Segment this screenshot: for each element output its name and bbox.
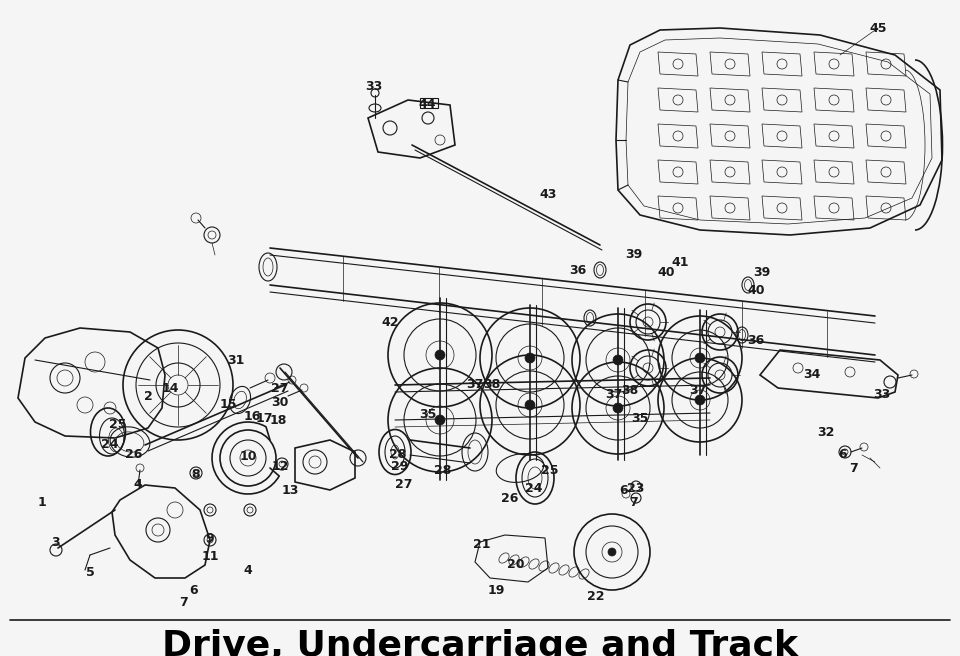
Text: 40: 40 bbox=[658, 266, 675, 279]
Text: 10: 10 bbox=[239, 449, 256, 462]
Text: 28: 28 bbox=[390, 447, 407, 461]
Text: 15: 15 bbox=[219, 398, 237, 411]
Text: 3: 3 bbox=[51, 537, 60, 550]
Text: 35: 35 bbox=[632, 411, 649, 424]
Text: 18: 18 bbox=[270, 413, 287, 426]
Text: 5: 5 bbox=[85, 565, 94, 579]
Circle shape bbox=[608, 548, 616, 556]
Text: 22: 22 bbox=[588, 590, 605, 602]
Text: 41: 41 bbox=[671, 255, 688, 268]
Text: 39: 39 bbox=[625, 249, 642, 262]
Text: 7: 7 bbox=[849, 462, 857, 474]
Text: 36: 36 bbox=[748, 333, 764, 346]
Text: 24: 24 bbox=[101, 438, 119, 451]
Text: 23: 23 bbox=[627, 482, 645, 495]
Text: 28: 28 bbox=[434, 464, 452, 476]
Text: 12: 12 bbox=[272, 459, 289, 472]
Text: 6: 6 bbox=[839, 449, 848, 462]
Circle shape bbox=[695, 353, 705, 363]
Text: 38: 38 bbox=[621, 384, 638, 396]
Text: 37: 37 bbox=[606, 388, 623, 401]
Text: 36: 36 bbox=[569, 264, 587, 276]
Text: 35: 35 bbox=[420, 409, 437, 422]
Circle shape bbox=[435, 350, 445, 360]
Text: 19: 19 bbox=[488, 583, 505, 596]
Text: 32: 32 bbox=[817, 426, 834, 438]
Circle shape bbox=[695, 395, 705, 405]
Circle shape bbox=[613, 403, 623, 413]
Text: 27: 27 bbox=[396, 478, 413, 491]
Text: 4: 4 bbox=[244, 564, 252, 577]
Text: 4: 4 bbox=[133, 478, 142, 491]
Text: 43: 43 bbox=[540, 188, 557, 201]
Text: 11: 11 bbox=[202, 550, 219, 562]
Text: 33: 33 bbox=[874, 388, 891, 401]
Text: 9: 9 bbox=[205, 531, 214, 544]
Text: 27: 27 bbox=[272, 382, 289, 394]
Text: 44: 44 bbox=[419, 98, 436, 112]
Text: 17: 17 bbox=[255, 411, 273, 424]
Text: 7: 7 bbox=[180, 596, 188, 609]
Text: 33: 33 bbox=[366, 79, 383, 92]
Text: 16: 16 bbox=[243, 409, 261, 422]
Text: 21: 21 bbox=[473, 539, 491, 552]
Text: 37: 37 bbox=[689, 384, 707, 396]
Circle shape bbox=[435, 415, 445, 425]
Text: 40: 40 bbox=[747, 283, 765, 297]
Text: 42: 42 bbox=[381, 316, 398, 329]
Text: 26: 26 bbox=[501, 491, 518, 504]
Text: 24: 24 bbox=[525, 482, 542, 495]
Text: 26: 26 bbox=[126, 447, 143, 461]
Text: 25: 25 bbox=[541, 464, 559, 476]
Text: 6: 6 bbox=[190, 583, 199, 596]
Text: 8: 8 bbox=[192, 468, 201, 482]
Text: 25: 25 bbox=[109, 419, 127, 432]
Text: 29: 29 bbox=[392, 459, 409, 472]
Bar bbox=[420, 98, 438, 108]
Text: 20: 20 bbox=[507, 558, 525, 571]
Text: 37: 37 bbox=[467, 379, 484, 392]
Text: 1: 1 bbox=[37, 497, 46, 510]
Text: 14: 14 bbox=[161, 382, 179, 394]
Circle shape bbox=[525, 353, 535, 363]
Text: 31: 31 bbox=[228, 354, 245, 367]
Text: Drive, Undercarriage and Track: Drive, Undercarriage and Track bbox=[162, 629, 798, 656]
Text: 13: 13 bbox=[281, 483, 299, 497]
Text: 34: 34 bbox=[804, 369, 821, 382]
Text: 7: 7 bbox=[630, 495, 638, 508]
Circle shape bbox=[525, 400, 535, 410]
Text: 45: 45 bbox=[869, 22, 887, 35]
Circle shape bbox=[613, 355, 623, 365]
Text: 30: 30 bbox=[272, 396, 289, 409]
Text: 2: 2 bbox=[144, 390, 153, 403]
Text: 38: 38 bbox=[484, 379, 500, 392]
Text: 6: 6 bbox=[620, 483, 628, 497]
Text: 39: 39 bbox=[754, 266, 771, 279]
